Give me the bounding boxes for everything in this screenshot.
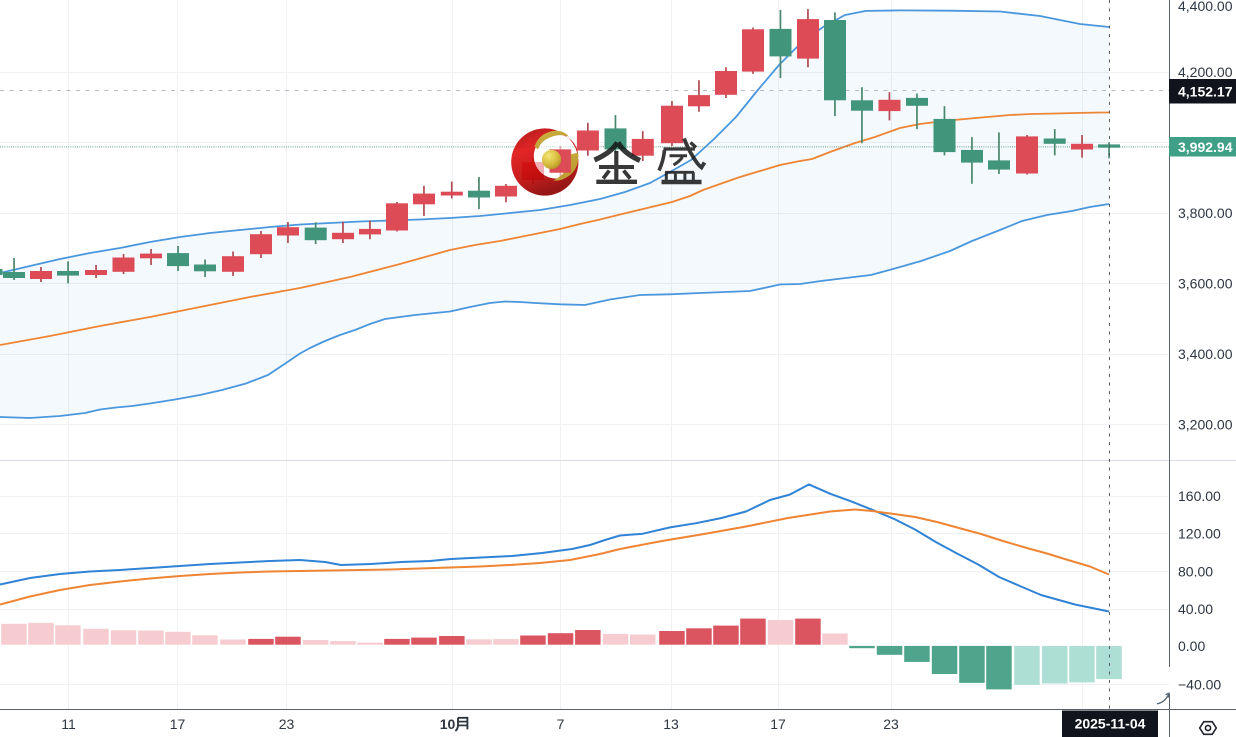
svg-text:23: 23 xyxy=(883,716,899,732)
svg-text:13: 13 xyxy=(663,716,679,732)
svg-text:4,200.00: 4,200.00 xyxy=(1178,64,1233,80)
svg-text:4,400.00: 4,400.00 xyxy=(1178,0,1233,14)
svg-text:160.00: 160.00 xyxy=(1178,488,1221,504)
svg-text:3,400.00: 3,400.00 xyxy=(1178,346,1233,362)
svg-text:17: 17 xyxy=(170,716,186,732)
svg-text:80.00: 80.00 xyxy=(1178,564,1213,580)
svg-text:3,800.00: 3,800.00 xyxy=(1178,205,1233,221)
svg-text:11: 11 xyxy=(61,716,76,732)
svg-text:3,992.94: 3,992.94 xyxy=(1178,139,1233,155)
svg-text:120.00: 120.00 xyxy=(1178,526,1221,542)
svg-text:2025-11-04: 2025-11-04 xyxy=(1075,716,1146,732)
svg-text:10: 10 xyxy=(440,716,456,732)
svg-text:3,200.00: 3,200.00 xyxy=(1178,417,1233,433)
svg-text:3,600.00: 3,600.00 xyxy=(1178,276,1233,292)
svg-text:0.00: 0.00 xyxy=(1178,638,1205,654)
svg-text:4,152.17: 4,152.17 xyxy=(1178,83,1233,99)
svg-text:7: 7 xyxy=(557,716,565,732)
svg-text:40.00: 40.00 xyxy=(1178,601,1213,617)
svg-text:17: 17 xyxy=(770,716,786,732)
svg-text:−40.00: −40.00 xyxy=(1178,677,1221,693)
svg-text:23: 23 xyxy=(279,716,295,732)
